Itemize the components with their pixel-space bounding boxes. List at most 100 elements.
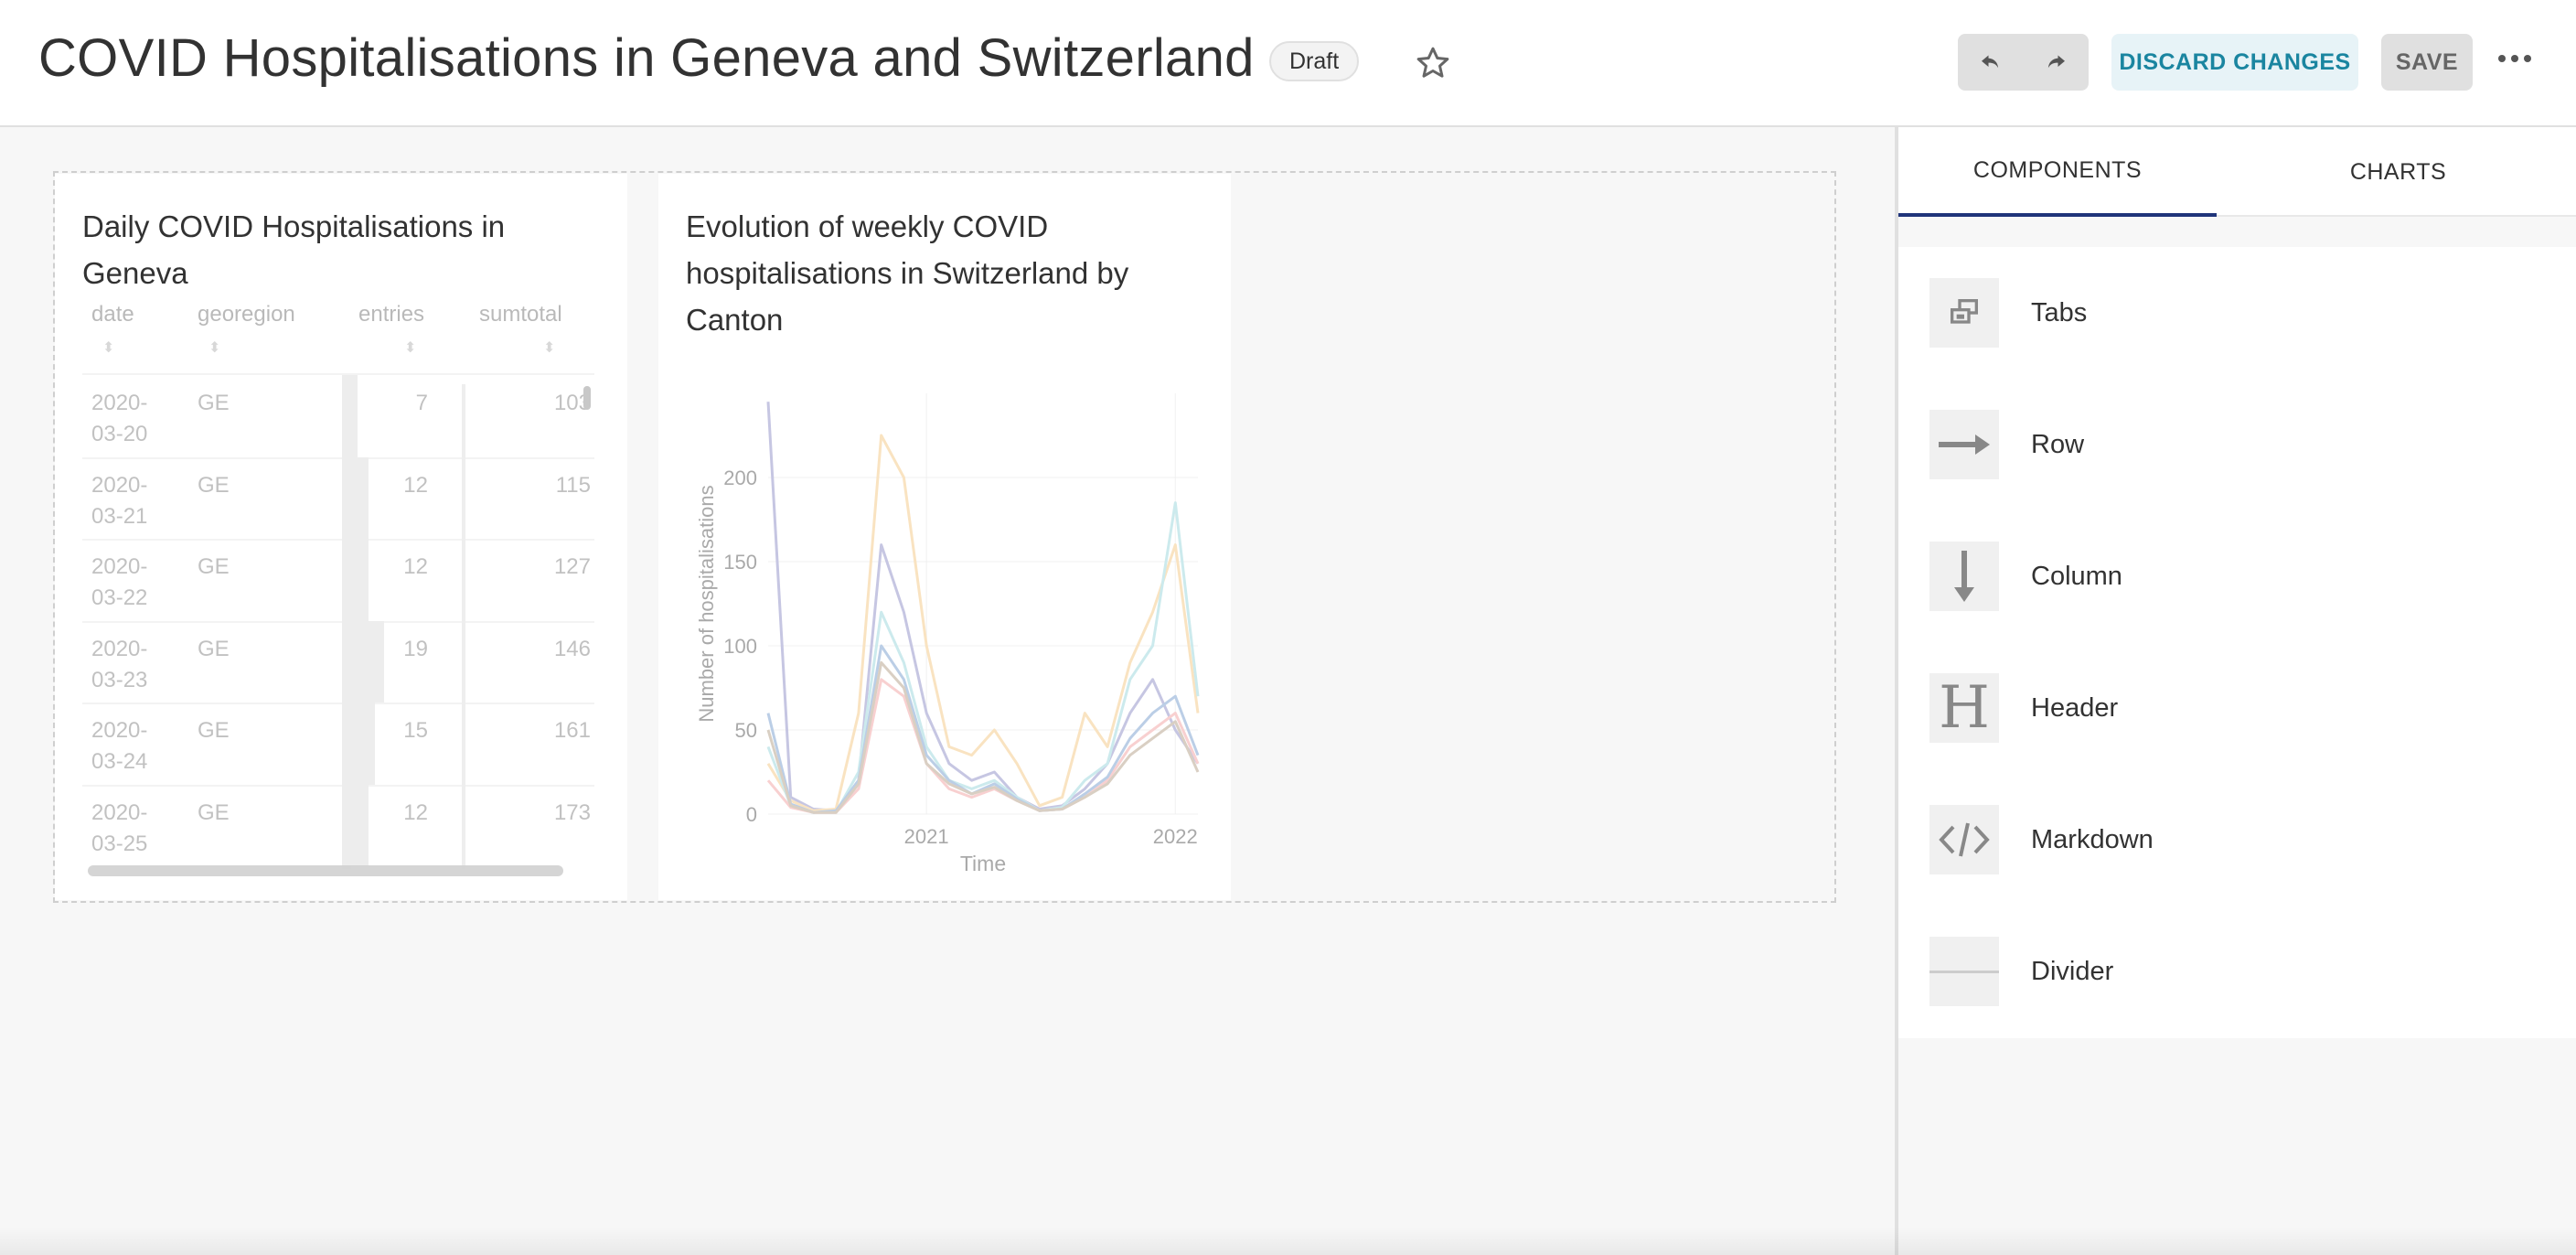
status-badge: Draft (1269, 41, 1360, 81)
bottom-shadow (0, 1228, 2576, 1255)
component-item-header[interactable]: H Header (1929, 671, 2551, 745)
date-cell-line2: 03-22 (91, 585, 148, 610)
column-divider (462, 384, 465, 869)
undo-redo-group (1958, 34, 2089, 91)
column-header[interactable]: entries (358, 302, 425, 327)
x-tick-label: 2021 (904, 825, 949, 848)
chart-title[interactable]: Daily COVID Hospitalisations in Geneva (82, 209, 506, 290)
tab-charts[interactable]: CHARTS (2349, 158, 2447, 185)
date-cell-line1: 2020- (91, 799, 148, 825)
row-divider (82, 620, 594, 623)
divider-icon (1929, 937, 1999, 1006)
entries-bar (342, 539, 369, 621)
chart-title[interactable]: Evolution of weekly COVID hospitalisatio… (686, 209, 1129, 337)
component-item-tabs[interactable]: Tabs (1929, 276, 2551, 349)
component-label: Row (2031, 429, 2085, 459)
horizontal-scrollbar[interactable] (88, 865, 563, 876)
redo-icon (2048, 55, 2066, 69)
date-cell-line1: 2020- (91, 554, 148, 579)
date-cell-line2: 03-24 (91, 749, 148, 774)
save-button[interactable]: SAVE (2381, 34, 2473, 91)
row-divider (82, 703, 594, 704)
entries-cell: 12 (403, 472, 428, 498)
y-tick-label: 150 (723, 551, 757, 574)
code-icon (1929, 805, 1999, 874)
entries-bar (342, 703, 375, 785)
vertical-scrollbar[interactable] (583, 386, 591, 410)
component-item-markdown[interactable]: Markdown (1929, 803, 2551, 876)
redo-button[interactable] (2024, 34, 2090, 91)
component-label: Divider (2031, 956, 2114, 986)
entries-cell: 12 (403, 554, 428, 579)
entries-bar-track (342, 375, 351, 869)
builder-side-panel: COMPONENTS CHARTS Tabs Row Column H Head (1895, 127, 2576, 1255)
entries-cell: 12 (403, 799, 428, 825)
x-axis-label: Time (960, 852, 1006, 875)
data-table: date georegion entries sumtotal ⬍ ⬍ ⬍ ⬍ … (82, 302, 594, 869)
column-header[interactable]: sumtotal (479, 302, 562, 327)
arrow-down-icon (1929, 542, 1999, 611)
component-label: Header (2031, 692, 2119, 723)
georegion-cell: GE (198, 472, 230, 498)
more-options-icon[interactable] (2495, 40, 2535, 77)
line-chart: 0 50 100 150 200 2021 2022 Time Number of hospit… (695, 393, 1200, 875)
series-line (766, 402, 1200, 812)
column-header[interactable]: georegion (198, 302, 295, 327)
entries-cell: 7 (415, 391, 428, 415)
georegion-cell: GE (198, 391, 230, 415)
entries-cell: 15 (403, 718, 428, 743)
y-axis-label: Number of hospitalisations (695, 485, 718, 722)
undo-icon (1981, 55, 1998, 69)
series-line (766, 660, 1200, 814)
header-icon: H (1929, 673, 1999, 743)
component-item-column[interactable]: Column (1929, 540, 2551, 613)
table-chart-card[interactable]: Daily COVID Hospitalisations in Geneva d… (55, 174, 627, 900)
panel-tabs: COMPONENTS CHARTS (1898, 127, 2576, 217)
georegion-cell: GE (198, 718, 230, 743)
sort-icon[interactable]: ⬍ (102, 340, 115, 356)
undo-button[interactable] (1958, 34, 2024, 91)
sumtotal-cell: 161 (553, 718, 591, 743)
component-label: Column (2031, 561, 2122, 591)
date-cell-line1: 2020- (91, 636, 148, 661)
series-line (766, 644, 1200, 814)
date-cell-line1: 2020- (91, 718, 148, 743)
x-tick-label: 2022 (1153, 825, 1198, 848)
sumtotal-cell: 127 (553, 554, 591, 579)
sumtotal-cell: 146 (553, 636, 591, 661)
entries-bar (342, 375, 358, 457)
row-divider (82, 539, 594, 541)
component-label: Markdown (2031, 824, 2154, 854)
tab-components[interactable]: COMPONENTS (1898, 127, 2217, 217)
date-cell-line1: 2020- (91, 391, 148, 415)
y-tick-label: 0 (746, 803, 757, 826)
georegion-cell: GE (198, 799, 230, 825)
component-item-row[interactable]: Row (1929, 408, 2551, 481)
date-cell-line2: 03-23 (91, 667, 148, 692)
georegion-cell: GE (198, 554, 230, 579)
arrow-right-icon (1929, 410, 1999, 479)
sumtotal-cell: 115 (555, 472, 591, 498)
dashboard-title[interactable]: COVID Hospitalisations in Geneva and Swi… (38, 28, 1255, 88)
sort-icon[interactable]: ⬍ (208, 340, 221, 356)
line-chart-card[interactable]: Evolution of weekly COVID hospitalisatio… (658, 174, 1231, 900)
component-label: Tabs (2031, 297, 2088, 327)
entries-bar (342, 784, 369, 866)
favorite-star-icon[interactable] (1408, 38, 1458, 88)
date-cell-line2: 03-25 (91, 831, 148, 856)
component-item-divider[interactable]: Divider (1929, 935, 2551, 1008)
entries-cell: 19 (403, 636, 428, 661)
sort-icon[interactable]: ⬍ (543, 340, 556, 356)
dashboard-grid-row[interactable] (53, 171, 1836, 903)
row-divider (82, 456, 594, 459)
column-header[interactable]: date (91, 302, 134, 327)
component-list: Tabs Row Column H Header Markdown (1898, 247, 2576, 1038)
date-cell-line2: 03-20 (91, 422, 148, 446)
date-cell-line2: 03-21 (91, 503, 148, 529)
sort-icon[interactable]: ⬍ (404, 340, 417, 356)
entries-bar (342, 620, 384, 703)
sumtotal-cell: 103 (553, 391, 591, 415)
y-tick-label: 50 (735, 719, 757, 742)
y-tick-label: 200 (723, 467, 757, 489)
discard-changes-button[interactable]: DISCARD CHANGES (2111, 34, 2358, 91)
